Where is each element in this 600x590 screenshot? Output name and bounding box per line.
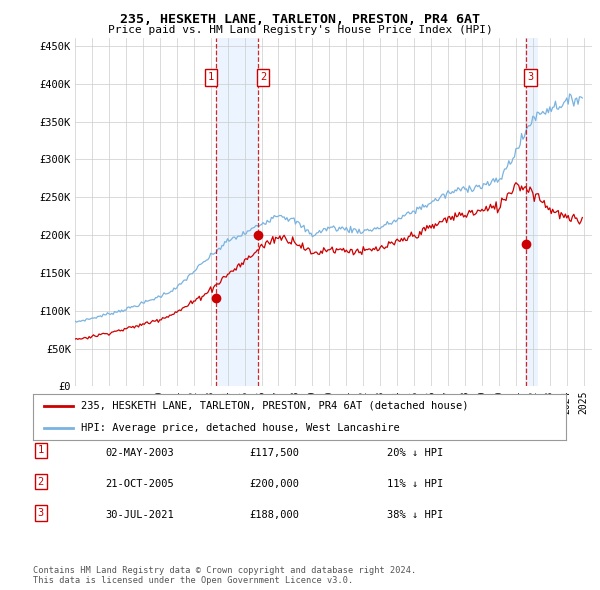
Text: 30-JUL-2021: 30-JUL-2021 bbox=[105, 510, 174, 520]
Text: 11% ↓ HPI: 11% ↓ HPI bbox=[387, 479, 443, 489]
Text: £200,000: £200,000 bbox=[249, 479, 299, 489]
Bar bbox=[525, 38, 538, 386]
Text: 2: 2 bbox=[38, 477, 44, 487]
Text: 21-OCT-2005: 21-OCT-2005 bbox=[105, 479, 174, 489]
Text: 235, HESKETH LANE, TARLETON, PRESTON, PR4 6AT (detached house): 235, HESKETH LANE, TARLETON, PRESTON, PR… bbox=[81, 401, 469, 411]
Text: 3: 3 bbox=[38, 508, 44, 518]
Text: HPI: Average price, detached house, West Lancashire: HPI: Average price, detached house, West… bbox=[81, 423, 400, 433]
Text: 38% ↓ HPI: 38% ↓ HPI bbox=[387, 510, 443, 520]
Text: 20% ↓ HPI: 20% ↓ HPI bbox=[387, 448, 443, 458]
Text: £188,000: £188,000 bbox=[249, 510, 299, 520]
Text: 02-MAY-2003: 02-MAY-2003 bbox=[105, 448, 174, 458]
Text: Price paid vs. HM Land Registry's House Price Index (HPI): Price paid vs. HM Land Registry's House … bbox=[107, 25, 493, 35]
Text: 3: 3 bbox=[527, 73, 533, 83]
Text: 1: 1 bbox=[38, 445, 44, 455]
Text: Contains HM Land Registry data © Crown copyright and database right 2024.
This d: Contains HM Land Registry data © Crown c… bbox=[33, 566, 416, 585]
Bar bbox=[216, 38, 259, 386]
Text: 2: 2 bbox=[260, 73, 266, 83]
Text: 235, HESKETH LANE, TARLETON, PRESTON, PR4 6AT: 235, HESKETH LANE, TARLETON, PRESTON, PR… bbox=[120, 13, 480, 26]
Text: £117,500: £117,500 bbox=[249, 448, 299, 458]
Text: 1: 1 bbox=[208, 73, 214, 83]
